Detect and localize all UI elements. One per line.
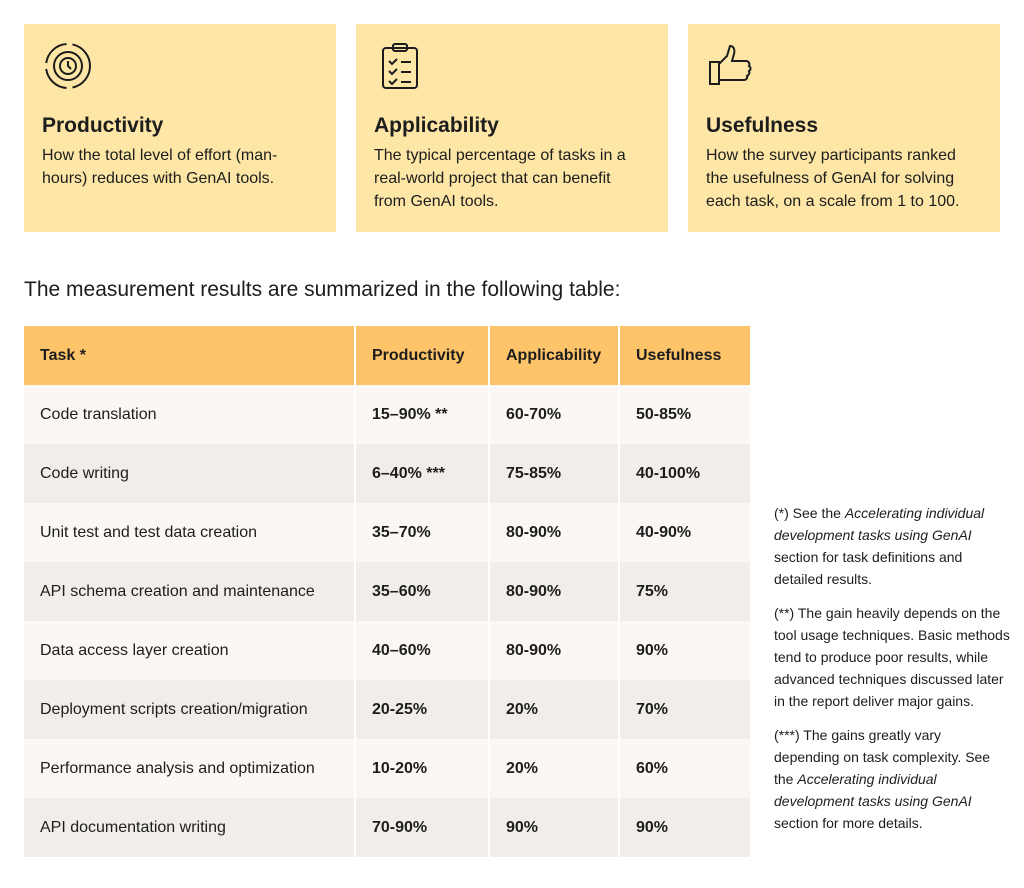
header-cell: Applicability (488, 326, 619, 385)
table-cell: 15–90% ** (354, 385, 489, 444)
footnote-text: section for task definitions and detaile… (774, 549, 963, 587)
table-cell: 90% (618, 798, 750, 857)
footnote: (***) The gains greatly vary depending o… (774, 724, 1010, 834)
card: Productivity How the total level of effo… (24, 24, 336, 232)
table-row: Unit test and test data creation 35–70% 80… (24, 503, 750, 562)
table-cell: 40–60% (354, 621, 489, 680)
card-title: Applicability (374, 114, 499, 137)
footnotes: (*) See the Accelerating individual deve… (774, 502, 1010, 846)
footnote-text: (**) The gain heavily depends on the too… (774, 605, 1010, 709)
clipboard-icon (382, 43, 418, 89)
results-table: Task * Productivity Applicability Usefulnes… (24, 326, 750, 857)
header-cell: Productivity (354, 326, 489, 385)
footnote-text: (***) The gains greatly vary depending o… (774, 727, 991, 787)
table-cell: 70% (618, 680, 750, 739)
table-cell: Performance analysis and optimization (24, 739, 355, 798)
footnote-text: (*) See the (774, 505, 845, 521)
thumbs-up-icon (709, 44, 752, 85)
table-row: API schema creation and maintenance 35–60… (24, 562, 750, 621)
table-row: API documentation writing 70-90% 90% 90% (24, 798, 750, 857)
footnote-emphasis: Accelerating individual development task… (774, 505, 985, 543)
table-cell: 10-20% (354, 739, 489, 798)
table-cell: 75-85% (488, 444, 619, 503)
table-cell: 80-90% (488, 503, 619, 562)
table-cell: 6–40% *** (354, 444, 489, 503)
footnote-emphasis: Accelerating individual development task… (774, 771, 972, 809)
table-cell: 20% (488, 739, 619, 798)
card-text: How the survey participants ranked the u… (706, 147, 960, 210)
gear-clock-icon (45, 43, 91, 89)
header-cell: Usefulness (618, 326, 750, 385)
table-row: Deployment scripts creation/migration 20-… (24, 680, 750, 739)
intro-text: The measurement results are summarized i… (24, 278, 621, 301)
card: Usefulness How the survey participants r… (688, 24, 1000, 232)
footnote-text: section for more details. (774, 815, 923, 831)
table-cell: Deployment scripts creation/migration (24, 680, 355, 739)
table-cell: API documentation writing (24, 798, 355, 857)
card-text: How the total level of effort (man-hours… (42, 147, 278, 187)
table-header: Task * Productivity Applicability Usefulnes… (24, 326, 750, 385)
table-cell: 80-90% (488, 621, 619, 680)
table-cell: 20% (488, 680, 619, 739)
table-cell: Code translation (24, 385, 355, 444)
table-cell: 35–60% (354, 562, 489, 621)
table-row: Code translation 15–90% ** 60-70% 50-85% (24, 385, 750, 444)
table-cell: 90% (618, 621, 750, 680)
table-cell: Data access layer creation (24, 621, 355, 680)
table-cell: Unit test and test data creation (24, 503, 355, 562)
card-title: Usefulness (706, 114, 819, 137)
table-cell: 40-100% (618, 444, 750, 503)
footnote: (**) The gain heavily depends on the too… (774, 602, 1010, 712)
card-text: The typical percentage of tasks in a rea… (374, 147, 626, 210)
table-cell: 80-90% (488, 562, 619, 621)
table-row: Data access layer creation 40–60% 80-90% 90… (24, 621, 750, 680)
table-cell: 60% (618, 739, 750, 798)
table-row: Code writing 6–40% *** 75-85% 40-100% (24, 444, 750, 503)
table-cell: 90% (488, 798, 619, 857)
table-cell: 35–70% (354, 503, 489, 562)
table-cell: Code writing (24, 444, 355, 503)
table-cell: 40-90% (618, 503, 750, 562)
table-row: Performance analysis and optimization 10-… (24, 739, 750, 798)
table-cell: 20-25% (354, 680, 489, 739)
card: Applicability The typical percentage of … (356, 24, 668, 232)
table-cell: 75% (618, 562, 750, 621)
table-cell: 60-70% (488, 385, 619, 444)
table-cell: 50-85% (618, 385, 750, 444)
table-body: Code translation 15–90% ** 60-70% 50-85% Cod… (24, 385, 750, 857)
footnote: (*) See the Accelerating individual deve… (774, 502, 1010, 590)
header-cell: Task * (24, 326, 355, 385)
card-title: Productivity (42, 114, 164, 137)
table-cell: API schema creation and maintenance (24, 562, 355, 621)
table-cell: 70-90% (354, 798, 489, 857)
